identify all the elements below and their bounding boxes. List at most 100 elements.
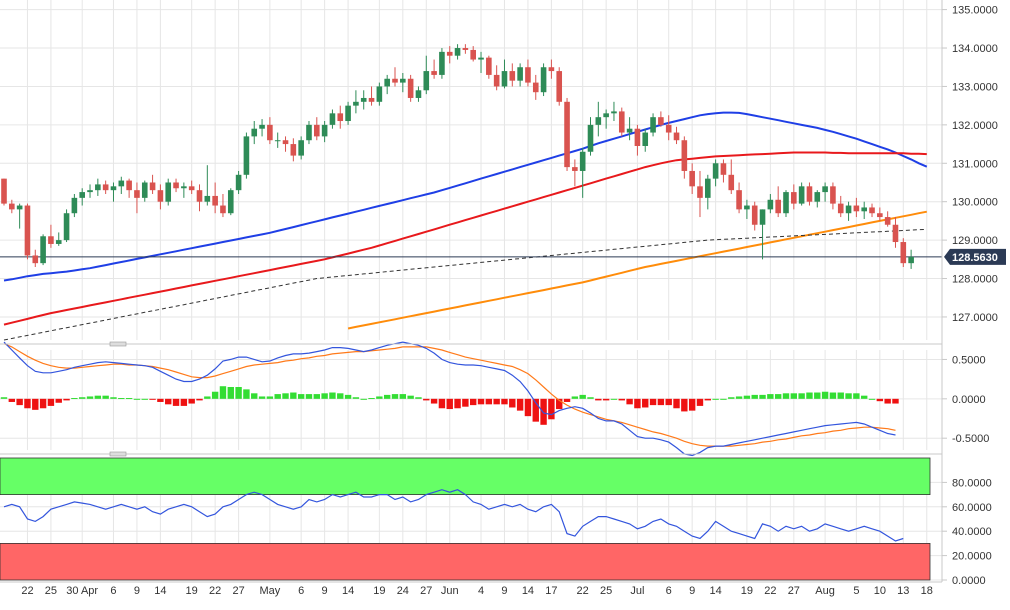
macd-histogram-bar [204,396,211,399]
x-tick-label: 14 [154,585,166,597]
macd-histogram-bar [798,393,805,399]
candle-body [181,186,187,189]
macd-histogram-bar [337,393,344,399]
rsi-panel: 80.0000 60.0000 40.0000 20.0000 0.0000 [0,457,992,587]
candle-body [149,182,156,191]
macd-histogram-bar [814,392,821,399]
macd-histogram-bar [602,398,610,401]
macd-histogram-bar [258,396,266,399]
macd-lines [3,341,896,457]
candle-body [423,71,430,91]
candle-body [783,192,789,214]
candle-body [564,101,570,168]
candle-body [40,236,46,264]
candle-body [501,71,508,87]
macd-histogram-bar [39,398,47,409]
last-price-tag-shape [944,248,1006,265]
macd-histogram-bar [399,394,407,399]
candle-body [579,151,586,171]
x-tick-label: 22 [209,585,221,597]
macd-histogram-bar [47,398,55,406]
moving-average-line [3,111,928,282]
macd-histogram-bar [446,398,453,410]
signal-line [3,343,896,447]
macd-histogram-bar [696,398,704,406]
macd-histogram-bar [376,396,383,399]
rsi-y-axis: 80.0000 60.0000 40.0000 20.0000 0.0000 [942,477,992,587]
candle-body [462,48,469,50]
macd-histogram-bar [626,398,633,405]
x-tick-label: Aug [815,585,835,597]
x-tick-label: 4 [478,585,484,597]
macd-histogram-bar [571,396,579,399]
candle-body [744,205,750,210]
macd-histogram-bar [759,394,766,399]
macd-histogram-bar [556,398,563,410]
x-tick-label: 9 [322,585,328,597]
macd-histogram-bar [32,398,39,410]
x-tick-label: 14 [522,585,534,597]
x-tick-label: 22 [21,585,33,597]
candle-body [235,174,242,191]
x-tick-label: 18 [921,585,933,597]
candle-body [556,71,563,102]
candle-body [759,209,766,225]
candle-body [314,124,320,137]
x-tick-label: 22 [764,585,776,597]
macd-histogram-bar [501,398,508,405]
macd-histogram-bar [266,396,274,399]
macd-histogram-bar [587,397,594,399]
candle-body [869,207,875,214]
macd-histogram-bar [196,398,203,401]
macd-histogram-bar [102,395,109,399]
candle-body [517,67,523,81]
x-tick-label: 19 [373,585,385,597]
candle-body [618,111,625,133]
candle-body [572,167,578,171]
macd-histogram-bar [743,395,751,399]
candle-body [791,192,797,204]
candle-body [658,117,664,125]
macd-histogram-bar [892,398,899,404]
x-tick-label: 10 [874,585,886,597]
candle-body [830,186,836,204]
price-tick-label: 130.0000 [952,197,998,209]
macd-histogram-bar [821,391,829,399]
rsi-zones [0,457,931,581]
x-tick-label: 6 [110,585,116,597]
candle-body [48,236,54,244]
macd-histogram-bar [251,393,258,399]
candle-body [157,190,164,202]
macd-histogram-bar [71,398,78,400]
macd-histogram-bar [321,393,328,399]
macd-histogram-bar [211,391,219,399]
candle-body [540,67,547,93]
macd-histogram-bar [485,398,493,405]
candle-body [353,101,359,106]
macd-histogram-bar [735,396,743,399]
candle-body [1,178,7,204]
candle-body [720,163,727,175]
macd-tick-label: 0.0000 [952,394,986,406]
rsi-tick-label: 80.0000 [952,477,992,489]
candle-body [853,205,860,212]
panel-resize-handle [109,451,127,457]
macd-histogram-bar [665,398,672,406]
panel-dividers [0,0,943,583]
candle-body [439,51,445,75]
candle-body [95,184,101,191]
x-tick-label: 27 [232,585,244,597]
price-panel: 127.0000 128.0000 129.0000 130.0000 131.0000… [0,0,1006,341]
macd-histogram-bar [172,398,180,406]
macd-histogram-bar [532,398,539,422]
candle-body [767,199,774,210]
macd-histogram-bar [861,395,868,399]
candle-body [87,190,93,193]
candle-body [509,71,516,81]
candle-body [892,224,899,243]
macd-histogram-bar [86,396,94,399]
x-tick-label: May [259,585,280,597]
candle-body [220,205,226,214]
macd-histogram-bar [540,398,547,425]
